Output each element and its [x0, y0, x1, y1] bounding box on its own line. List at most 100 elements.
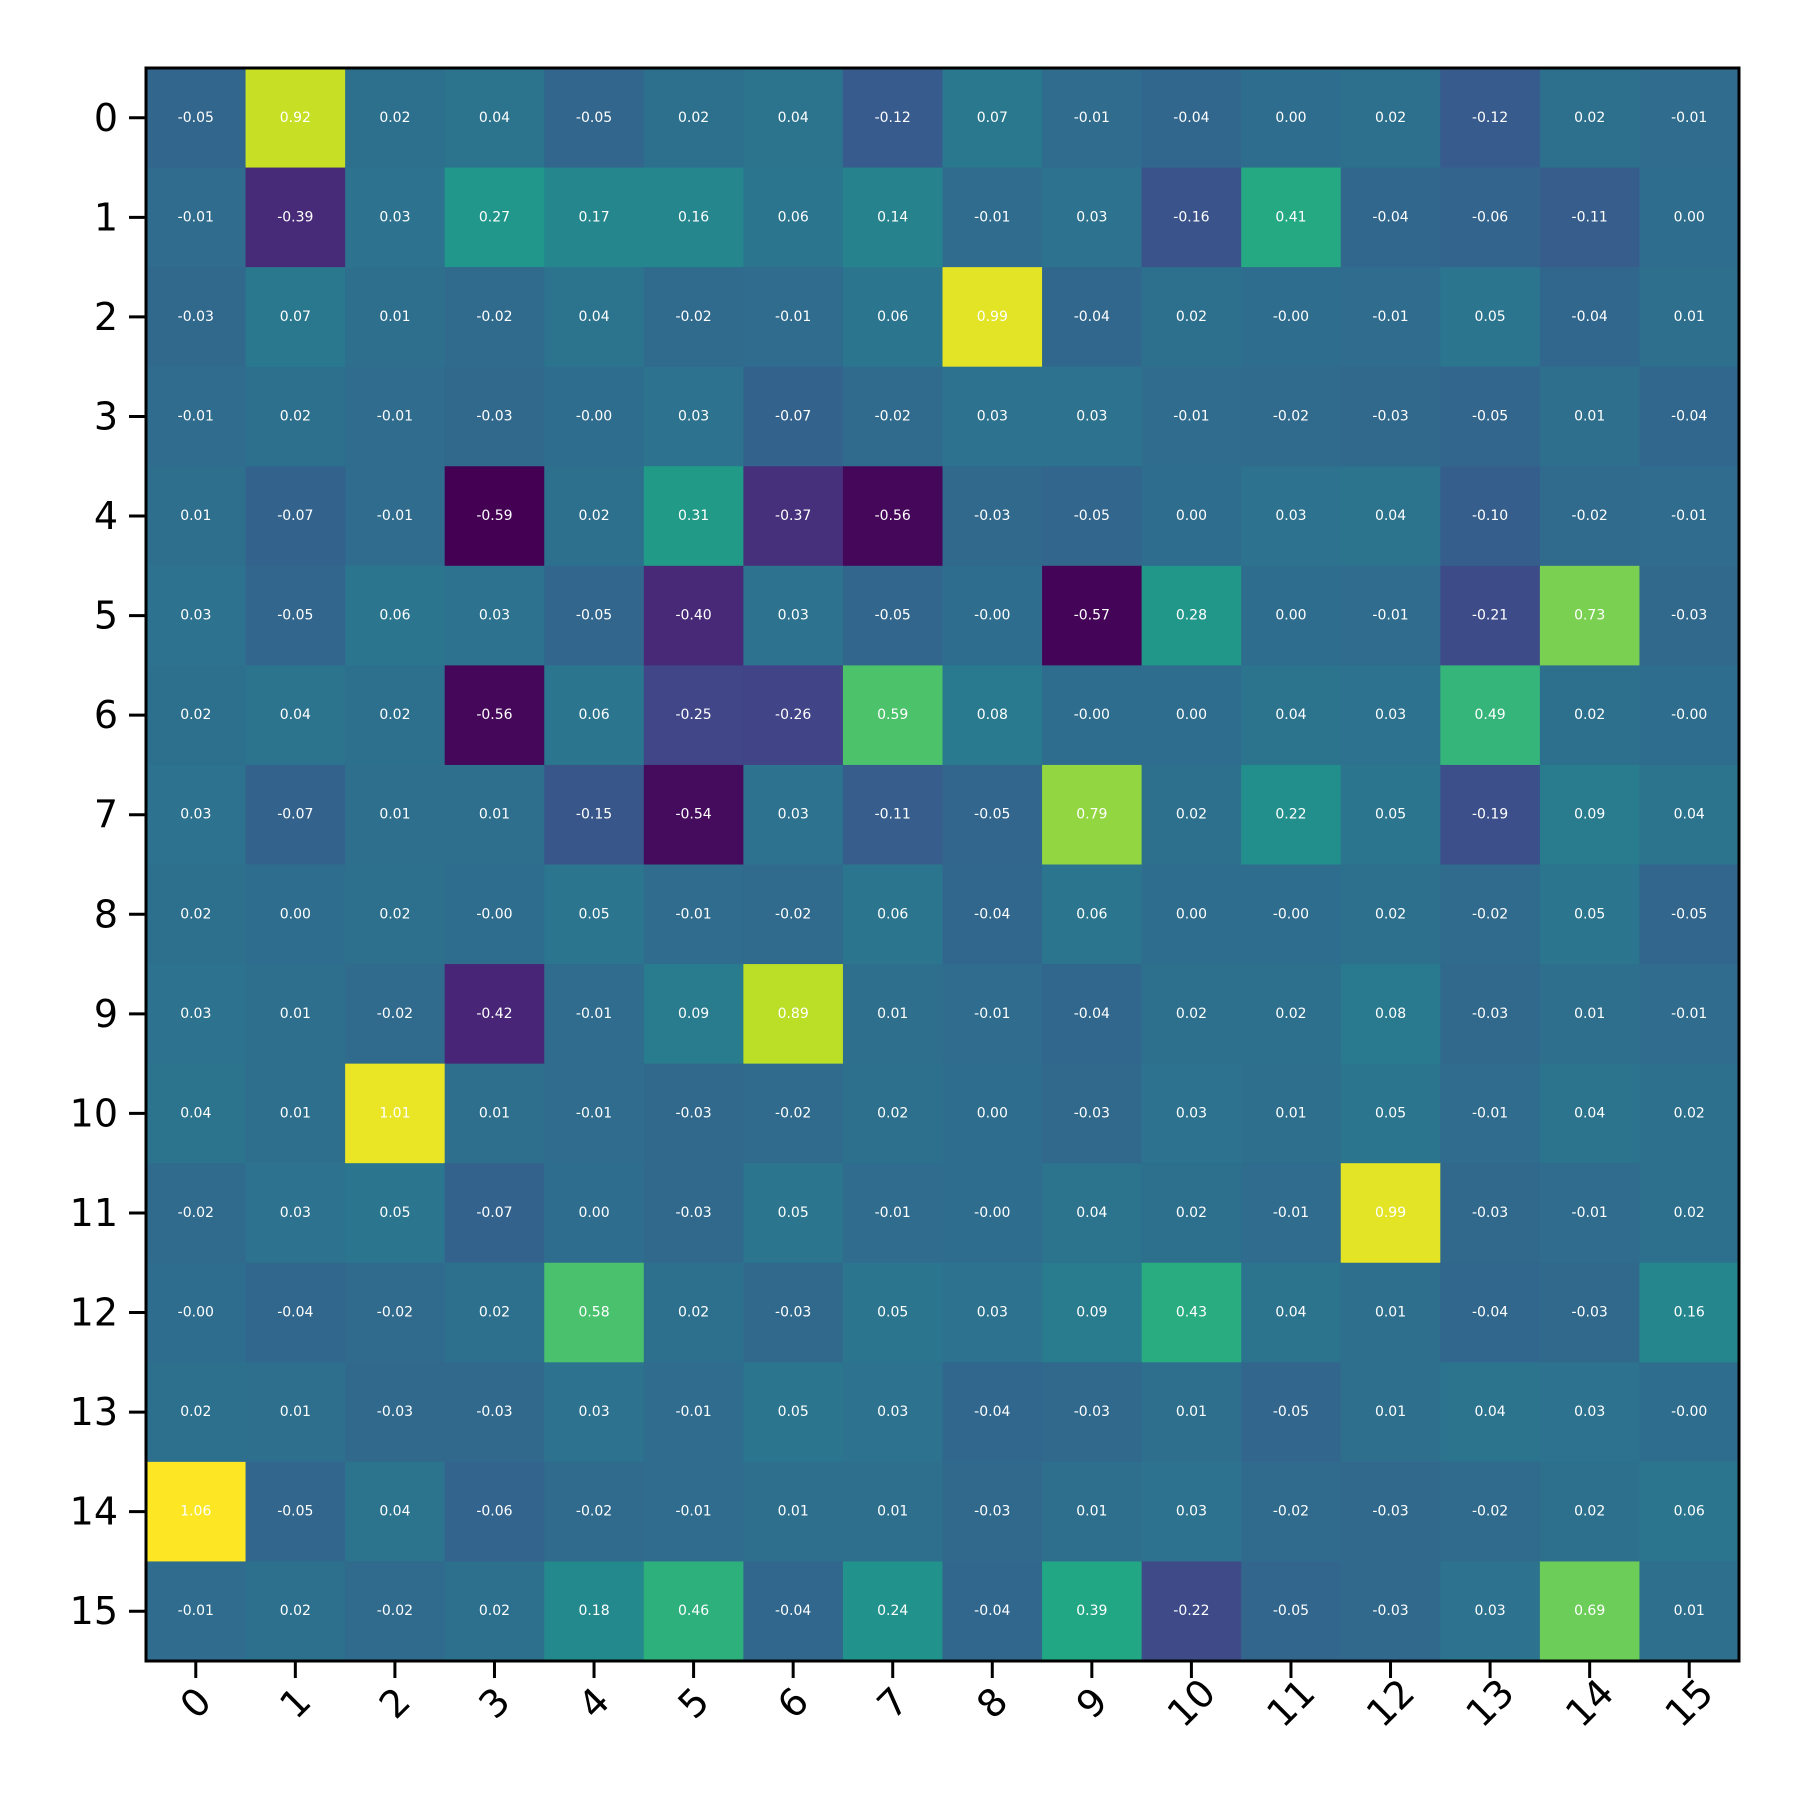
heatmap-cell-r5-c9	[1042, 565, 1143, 666]
heatmap-cell-r10-c1	[245, 1063, 346, 1164]
cell-value-label-r1-c4: 0.17	[578, 209, 609, 225]
cell-value-label-r3-c13: -0.05	[1472, 408, 1508, 424]
cell-value-label-r1-c7: 0.14	[877, 209, 908, 225]
heatmap-cell-r4-c13	[1440, 466, 1541, 567]
heatmap-cell-r7-c0	[146, 764, 247, 865]
cell-value-label-r6-c5: -0.25	[675, 707, 711, 723]
heatmap-cell-r9-c12	[1340, 964, 1441, 1065]
cell-value-label-r3-c7: -0.02	[875, 408, 911, 424]
heatmap-cell-r10-c3	[444, 1063, 545, 1164]
heatmap-cell-r2-c15	[1639, 267, 1740, 368]
cell-value-label-r2-c1: 0.07	[280, 309, 311, 325]
heatmap-cell-r15-c14	[1539, 1561, 1640, 1662]
heatmap-cell-r9-c8	[942, 964, 1043, 1065]
cell-value-label-r7-c1: -0.07	[277, 807, 313, 823]
cell-value-label-r12-c12: 0.01	[1375, 1305, 1406, 1321]
heatmap-cell-r1-c4	[544, 167, 645, 268]
heatmap-cell-r9-c7	[842, 964, 943, 1065]
heatmap-cell-r6-c9	[1042, 665, 1143, 766]
cell-value-label-r2-c6: -0.01	[775, 309, 811, 325]
cell-value-label-r15-c0: -0.01	[178, 1603, 214, 1619]
heatmap-cell-r4-c15	[1639, 466, 1740, 567]
heatmap-cell-r15-c5	[643, 1561, 744, 1662]
cell-value-label-r13-c7: 0.03	[877, 1404, 908, 1420]
heatmap-cell-r3-c13	[1440, 366, 1541, 467]
cell-value-label-r6-c9: -0.00	[1074, 707, 1110, 723]
cell-value-label-r10-c14: 0.04	[1574, 1105, 1605, 1121]
cell-value-label-r4-c12: 0.04	[1375, 508, 1406, 524]
heatmap-cell-r10-c10	[1141, 1063, 1242, 1164]
heatmap-cell-r6-c8	[942, 665, 1043, 766]
heatmap-cell-r4-c14	[1539, 466, 1640, 567]
cell-value-label-r10-c4: -0.01	[576, 1105, 612, 1121]
heatmap-cell-r2-c9	[1042, 267, 1143, 368]
cell-value-label-r13-c4: 0.03	[578, 1404, 609, 1420]
cell-value-label-r15-c3: 0.02	[479, 1603, 510, 1619]
cell-value-label-r0-c1: 0.92	[280, 110, 311, 126]
cell-value-label-r5-c10: 0.28	[1176, 608, 1207, 624]
cell-value-label-r4-c15: -0.01	[1671, 508, 1707, 524]
cell-value-label-r10-c2: 1.01	[379, 1105, 410, 1121]
heatmap-cell-r14-c6	[743, 1461, 844, 1562]
cell-value-label-r9-c9: -0.04	[1074, 1006, 1110, 1022]
cell-value-label-r10-c8: 0.00	[977, 1105, 1008, 1121]
cell-value-label-r4-c9: -0.05	[1074, 508, 1110, 524]
cell-value-label-r12-c1: -0.04	[277, 1305, 313, 1321]
heatmap-cell-r2-c11	[1241, 267, 1342, 368]
heatmap-cell-r3-c0	[146, 366, 247, 467]
cell-value-label-r15-c4: 0.18	[578, 1603, 609, 1619]
cell-value-label-r15-c9: 0.39	[1076, 1603, 1107, 1619]
cell-value-label-r14-c8: -0.03	[974, 1504, 1010, 1520]
x-tick-label-9: 9	[1068, 1679, 1116, 1727]
cell-value-label-r13-c14: 0.03	[1574, 1404, 1605, 1420]
heatmap-cell-r6-c1	[245, 665, 346, 766]
heatmap-cell-r3-c4	[544, 366, 645, 467]
heatmap-cell-r14-c3	[444, 1461, 545, 1562]
cell-value-label-r7-c15: 0.04	[1674, 807, 1705, 823]
cell-value-label-r8-c3: -0.00	[476, 906, 512, 922]
heatmap-cell-r2-c1	[245, 267, 346, 368]
heatmap-cell-r15-c4	[544, 1561, 645, 1662]
heatmap-cell-r2-c14	[1539, 267, 1640, 368]
cell-value-label-r9-c3: -0.42	[476, 1006, 512, 1022]
plot-frame	[144, 66, 1741, 1663]
cell-value-label-r1-c12: -0.04	[1372, 209, 1408, 225]
cell-value-label-r13-c8: -0.04	[974, 1404, 1010, 1420]
heatmap-cell-r13-c5	[643, 1362, 744, 1463]
cell-value-label-r9-c6: 0.89	[778, 1006, 809, 1022]
cell-value-label-r11-c2: 0.05	[379, 1205, 410, 1221]
cell-value-label-r5-c14: 0.73	[1574, 608, 1605, 624]
cell-value-label-r11-c9: 0.04	[1076, 1205, 1107, 1221]
cell-value-label-r9-c5: 0.09	[678, 1006, 709, 1022]
cell-value-label-r11-c14: -0.01	[1572, 1205, 1608, 1221]
heatmap-cell-r8-c10	[1141, 864, 1242, 965]
heatmap-cell-r0-c14	[1539, 68, 1640, 169]
heatmap-cell-r1-c3	[444, 167, 545, 268]
heatmap-cell-r2-c13	[1440, 267, 1541, 368]
cell-value-label-r12-c15: 0.16	[1674, 1305, 1705, 1321]
heatmap-cell-r14-c4	[544, 1461, 645, 1562]
heatmap-cell-r4-c0	[146, 466, 247, 567]
cell-value-label-r1-c2: 0.03	[379, 209, 410, 225]
heatmap-cell-r5-c7	[842, 565, 943, 666]
heatmap-cell-r3-c3	[444, 366, 545, 467]
heatmap-cell-r12-c13	[1440, 1262, 1541, 1363]
heatmap-cell-r8-c12	[1340, 864, 1441, 965]
cell-value-label-r2-c2: 0.01	[379, 309, 410, 325]
cell-value-label-r15-c2: -0.02	[377, 1603, 413, 1619]
cell-value-label-r13-c1: 0.01	[280, 1404, 311, 1420]
cell-value-label-r9-c8: -0.01	[974, 1006, 1010, 1022]
cell-value-label-r9-c1: 0.01	[280, 1006, 311, 1022]
y-tick-label-9: 9	[94, 992, 118, 1036]
heatmap-cell-r10-c6	[743, 1063, 844, 1164]
cell-value-label-r8-c6: -0.02	[775, 906, 811, 922]
heatmap-cell-r8-c5	[643, 864, 744, 965]
cell-value-label-r10-c11: 0.01	[1275, 1105, 1306, 1121]
heatmap-cell-r5-c6	[743, 565, 844, 666]
heatmap-cell-r8-c0	[146, 864, 247, 965]
cell-value-label-r11-c1: 0.03	[280, 1205, 311, 1221]
heatmap-cell-r8-c7	[842, 864, 943, 965]
cell-value-label-r3-c15: -0.04	[1671, 408, 1707, 424]
cell-value-label-r9-c2: -0.02	[377, 1006, 413, 1022]
